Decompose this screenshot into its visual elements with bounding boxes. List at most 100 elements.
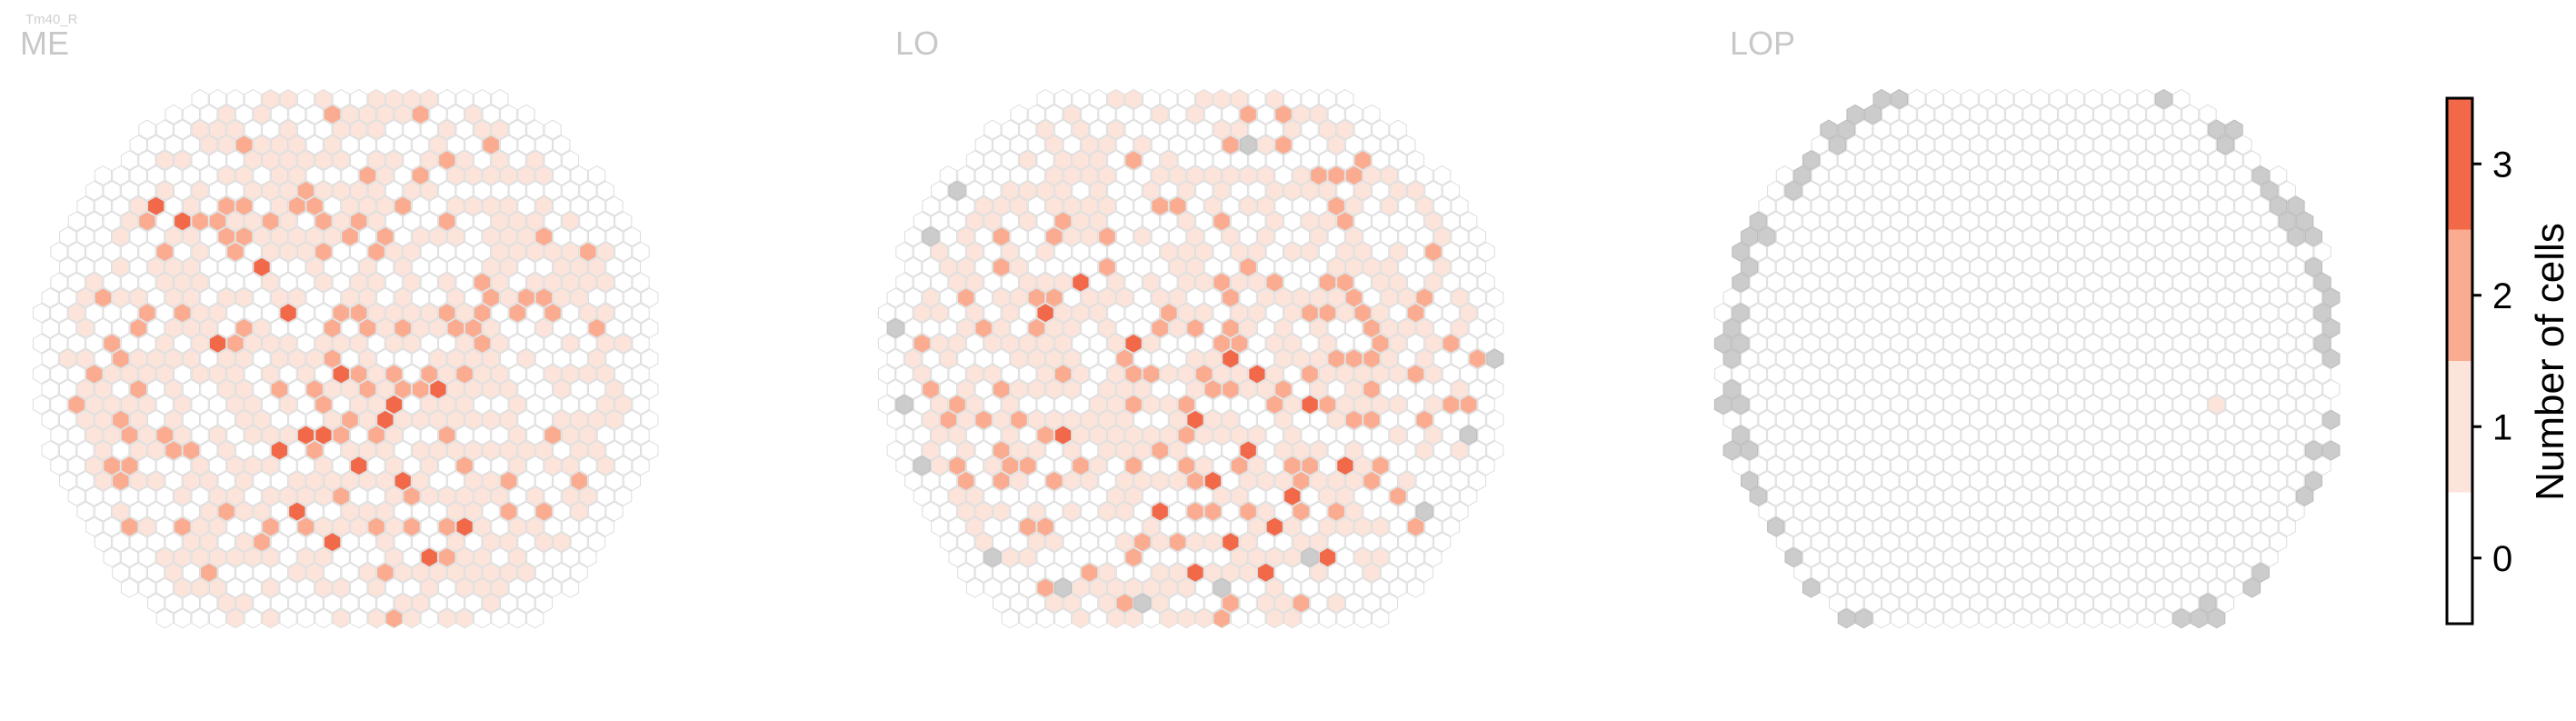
hex-cell	[2270, 226, 2288, 247]
hex-cell	[208, 364, 227, 385]
hex-cell	[957, 195, 975, 216]
hex-cell	[1802, 180, 1821, 201]
hex-cell	[217, 593, 235, 614]
hex-cell	[1996, 150, 2014, 171]
hex-cell	[588, 348, 606, 369]
hex-cell	[270, 562, 288, 583]
hex-cell	[2296, 272, 2314, 293]
hex-cell	[1248, 425, 1266, 446]
hex-cell	[1248, 394, 1266, 416]
hex-cell	[1749, 394, 1767, 416]
hex-cell	[993, 593, 1011, 614]
hex-cell	[85, 241, 104, 263]
hex-cell	[614, 364, 633, 385]
hex-cell	[1310, 226, 1328, 247]
hex-cell	[420, 88, 438, 110]
hex-cell	[1758, 501, 1776, 522]
hex-cell	[2032, 333, 2050, 354]
hex-cell	[384, 303, 404, 324]
hex-cell	[279, 364, 297, 385]
hex-cell	[570, 532, 588, 553]
hex-cell	[1917, 226, 1935, 247]
hex-cell	[517, 135, 535, 155]
hex-cell	[2049, 425, 2067, 446]
hex-cell	[112, 532, 130, 553]
hex-cell	[464, 135, 483, 155]
hex-cell	[1063, 135, 1081, 155]
hex-cell	[1389, 241, 1407, 263]
hex-cell	[76, 317, 95, 339]
hex-cell	[2040, 195, 2058, 216]
hex-cell	[570, 348, 588, 369]
hex-cell	[913, 486, 931, 506]
hex-cell	[614, 272, 633, 293]
hex-cell	[1372, 303, 1390, 324]
hex-cell	[491, 88, 509, 110]
hex-cell	[1996, 211, 2014, 232]
hex-cell	[165, 409, 183, 430]
hex-cell	[262, 241, 280, 263]
hex-cell	[1230, 211, 1249, 232]
hex-cell	[1318, 486, 1337, 506]
hex-cell	[191, 364, 209, 385]
hex-cell	[341, 256, 359, 277]
hex-cell	[1072, 577, 1090, 598]
hex-cell	[1089, 516, 1107, 537]
hex-cell	[1380, 409, 1398, 430]
hex-cell	[129, 379, 147, 400]
hex-cell	[614, 394, 633, 416]
hex-cell	[438, 150, 456, 171]
hex-cell	[1063, 104, 1081, 125]
hex-cell	[279, 486, 297, 506]
hex-cell	[1292, 379, 1310, 400]
hex-cell	[1089, 577, 1107, 598]
hex-cell	[244, 119, 262, 140]
hex-cell	[85, 211, 104, 232]
hex-cell	[279, 608, 297, 629]
hex-cell	[1010, 562, 1028, 583]
hex-cell	[1177, 577, 1195, 598]
hex-cell	[2154, 303, 2173, 324]
hex-cell	[182, 379, 200, 400]
hex-cell	[1442, 425, 1460, 446]
hex-cell	[1925, 333, 1943, 354]
hex-cell	[394, 470, 412, 492]
hex-cell	[596, 303, 614, 324]
hex-cell	[455, 272, 474, 293]
hex-cell	[1732, 272, 1750, 293]
hex-cell	[1160, 546, 1178, 568]
hex-cell	[623, 256, 641, 277]
hex-cell	[1970, 348, 1988, 369]
hex-cell	[1846, 562, 1864, 583]
hex-cell	[1222, 470, 1240, 492]
hex-cell	[1784, 272, 1802, 293]
hex-cell	[2128, 348, 2146, 369]
hex-cell	[1775, 348, 1793, 369]
hex-cell	[1468, 470, 1486, 492]
hex-cell	[1089, 546, 1107, 568]
hex-cell	[165, 135, 183, 155]
hex-cell	[182, 195, 200, 216]
hex-cell	[473, 608, 492, 629]
hex-cell	[561, 211, 580, 232]
hex-cell	[2075, 409, 2093, 430]
hex-cell	[367, 303, 385, 324]
hex-cell	[262, 486, 280, 506]
hex-cell	[1855, 486, 1873, 506]
hex-cell	[1274, 104, 1293, 125]
hex-cell	[1195, 180, 1213, 201]
hex-cell	[138, 425, 156, 446]
hex-cell	[1177, 486, 1195, 506]
hex-cell	[957, 470, 975, 492]
hex-cell	[455, 180, 474, 201]
hex-cell	[270, 470, 288, 492]
hex-cell	[1899, 104, 1917, 125]
hex-cell	[147, 379, 165, 400]
hex-cell	[350, 88, 368, 110]
hex-cell	[1257, 501, 1275, 522]
hex-cell	[1345, 440, 1363, 461]
hex-cell	[1811, 532, 1829, 553]
hex-cell	[1775, 470, 1793, 492]
hex-cell	[2242, 364, 2261, 385]
hex-cell	[1863, 317, 1882, 339]
